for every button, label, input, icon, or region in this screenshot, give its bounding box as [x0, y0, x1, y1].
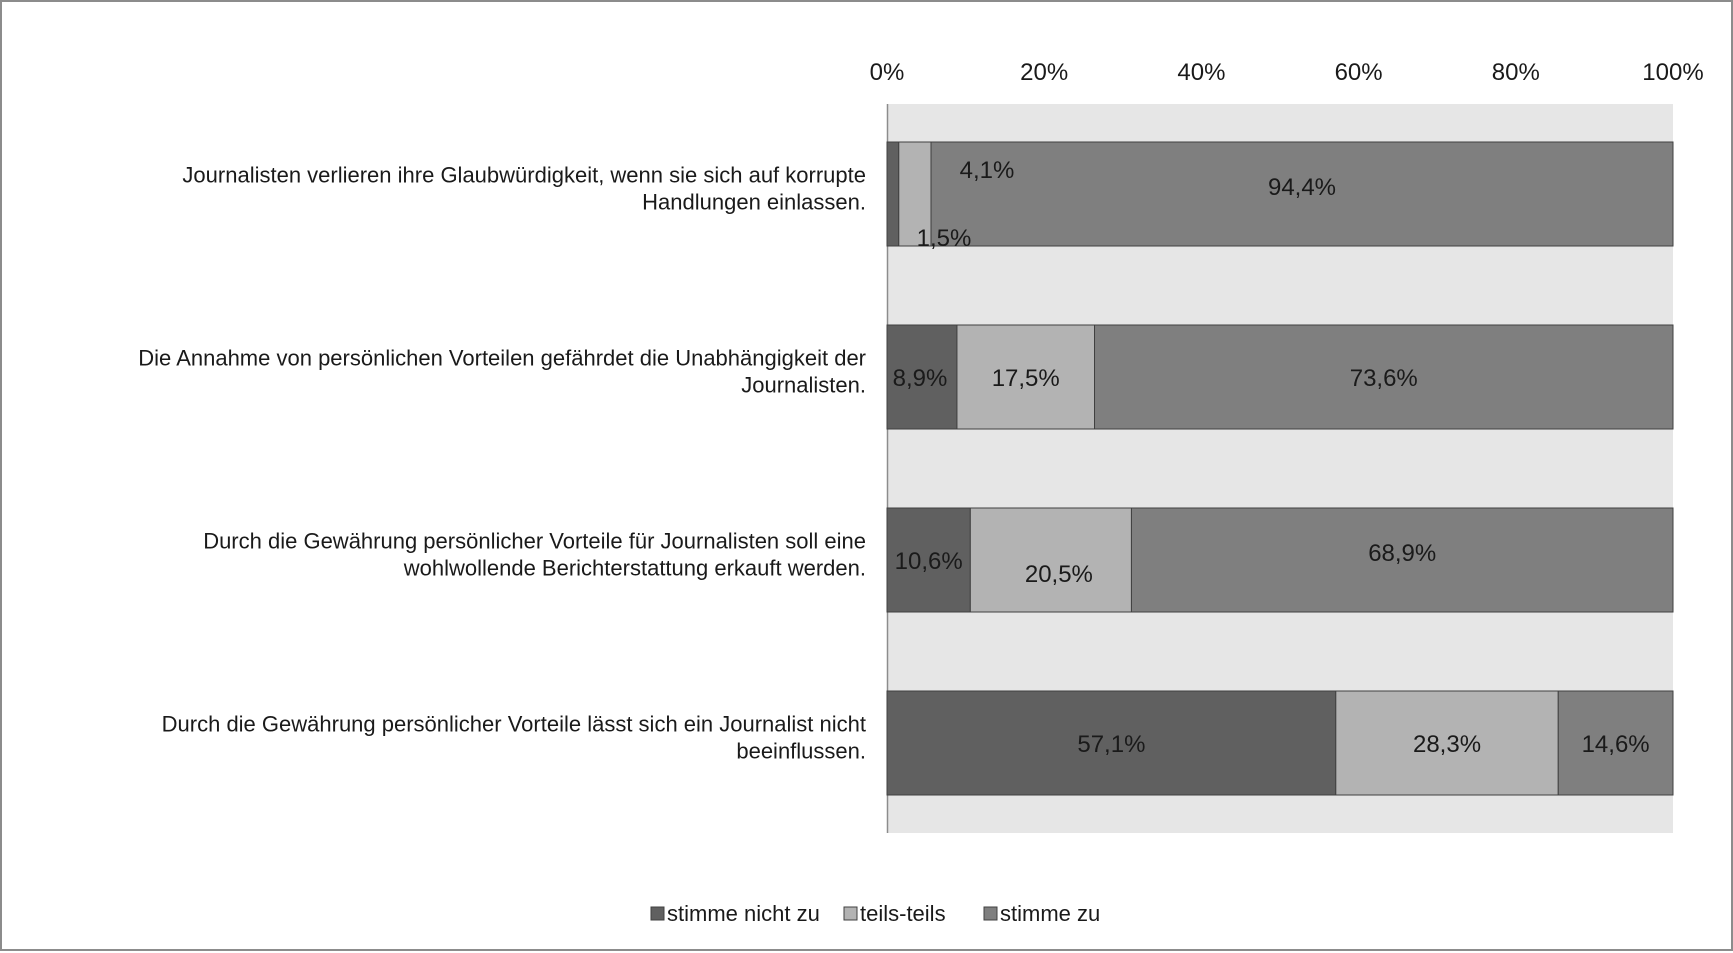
- legend-swatch: [844, 907, 857, 920]
- legend-label: stimme zu: [1000, 901, 1100, 926]
- legend-swatch: [651, 907, 664, 920]
- category-label: Handlungen einlassen.: [642, 189, 866, 214]
- category-label: wohlwollende Berichterstattung erkauft w…: [403, 555, 866, 580]
- x-tick-label: 40%: [1177, 59, 1225, 86]
- legend-swatch: [984, 907, 997, 920]
- data-label: 8,9%: [893, 365, 948, 392]
- category-label: Journalisten.: [741, 372, 866, 397]
- category-label: Die Annahme von persönlichen Vorteilen g…: [138, 345, 866, 370]
- data-label: 73,6%: [1350, 365, 1418, 392]
- x-tick-label: 100%: [1642, 59, 1703, 86]
- data-label: 10,6%: [895, 548, 963, 575]
- data-label: 68,9%: [1368, 540, 1436, 567]
- legend-label: stimme nicht zu: [667, 901, 820, 926]
- x-tick-label: 0%: [870, 59, 905, 86]
- category-labels: Journalisten verlieren ihre Glaubwürdigk…: [138, 162, 866, 763]
- category-label: Durch die Gewährung persönlicher Vorteil…: [203, 528, 866, 553]
- x-tick-label: 80%: [1492, 59, 1540, 86]
- category-label: Durch die Gewährung persönlicher Vorteil…: [162, 711, 866, 736]
- x-tick-label: 60%: [1335, 59, 1383, 86]
- x-tick-label: 20%: [1020, 59, 1068, 86]
- data-label: 17,5%: [992, 365, 1060, 392]
- data-label: 1,5%: [917, 225, 972, 252]
- category-label: beeinflussen.: [736, 738, 866, 763]
- x-axis-ticks: 0% 20% 40% 60% 80% 100%: [870, 59, 1704, 86]
- category-label: Journalisten verlieren ihre Glaubwürdigk…: [182, 162, 866, 187]
- data-label: 4,1%: [960, 157, 1015, 184]
- data-label: 20,5%: [1025, 561, 1093, 588]
- bar-segment: [970, 508, 1131, 612]
- legend-label: teils-teils: [860, 901, 946, 926]
- bar-segment: [887, 142, 899, 246]
- data-label: 28,3%: [1413, 731, 1481, 758]
- data-label: 14,6%: [1582, 731, 1650, 758]
- data-label: 94,4%: [1268, 174, 1336, 201]
- legend: stimme nicht zu teils-teils stimme zu: [651, 901, 1100, 926]
- data-label: 57,1%: [1077, 731, 1145, 758]
